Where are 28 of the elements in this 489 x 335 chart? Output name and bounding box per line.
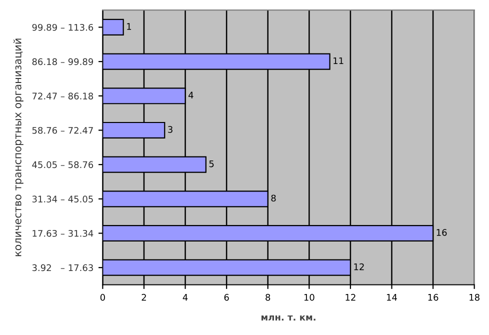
y-tick-label: 17.63 – 31.34 [32,230,94,237]
data-label: 3 [168,126,172,133]
x-tick-label: 8 [266,294,270,301]
x-tick-label: 12 [346,294,356,301]
y-tick-label: 99.89 – 113.6 [32,24,94,31]
y-tick-label: 58.76 – 72.47 [32,126,93,134]
y-tick-label: 86.18 – 99.89 [32,58,94,66]
y-axis-title: количество транспортных организаций [13,38,24,256]
data-label: 12 [354,263,364,270]
data-label: 8 [271,194,276,202]
x-tick-label: 10 [304,294,314,301]
x-tick-label: 18 [470,294,480,301]
x-tick-label: 2 [142,294,146,301]
y-tick-label: 72.47 – 86.18 [32,92,94,100]
y-tick-label: 45.05 – 58.76 [32,161,94,168]
y-tick-label: 31.34 – 45.05 [32,196,93,202]
data-label: 5 [209,160,214,168]
data-label: 16 [436,229,447,236]
x-tick-label: 4 [182,294,188,301]
x-tick-label: 6 [224,294,229,301]
x-tick-label: 16 [428,294,438,301]
data-label: 1 [127,23,132,30]
x-tick-label: 14 [386,294,397,301]
y-tick-label: 3.92 – 17.63 [32,264,93,272]
data-label: 4 [188,92,194,98]
x-tick-label: 0 [100,294,105,301]
data-label: 11 [334,57,344,64]
x-axis-title: млн. т. км. [262,316,316,320]
